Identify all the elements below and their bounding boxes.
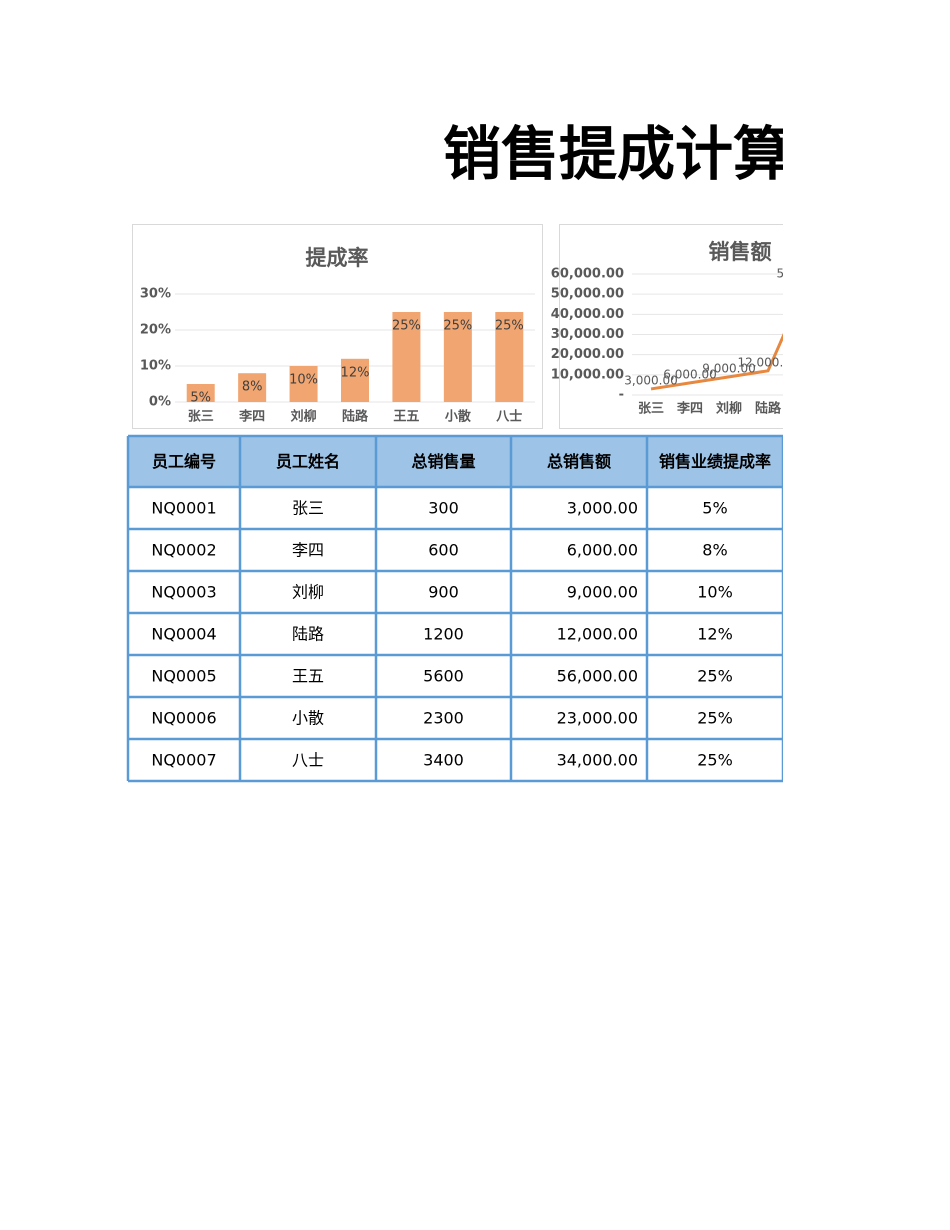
x-tick-label: 八士 <box>495 409 522 425</box>
table-cell: 5% <box>702 499 727 518</box>
table-cell: 25% <box>697 667 733 686</box>
data-label: 12,000.00 <box>737 355 783 369</box>
table-cell: 23,000.00 <box>557 709 638 728</box>
x-tick-label: 张三 <box>638 402 664 417</box>
table-cell: 34,000.00 <box>557 751 638 770</box>
table-header-bg <box>128 436 783 487</box>
table-cell: 八士 <box>292 751 324 770</box>
y-tick-label: 0% <box>149 395 171 410</box>
table-cell: 5600 <box>423 667 464 686</box>
bar <box>341 358 369 402</box>
data-label: 8% <box>242 380 263 395</box>
table-cell: 李四 <box>292 541 324 560</box>
table-cell: 900 <box>428 583 459 602</box>
y-tick-label: 40,000.00 <box>551 307 624 322</box>
table-cell: 3,000.00 <box>567 499 638 518</box>
table-cell: 12% <box>697 625 733 644</box>
table-cell: 刘柳 <box>292 583 324 602</box>
table-cell: 王五 <box>292 667 324 686</box>
data-label: 3,000.00 <box>624 373 677 387</box>
bar <box>289 366 318 402</box>
x-tick-label: 张三 <box>188 410 214 425</box>
table-cell: NQ0001 <box>151 499 216 518</box>
header-cell: 销售业绩提成率 <box>659 452 771 471</box>
table-cell: 3400 <box>423 751 464 770</box>
table-cell: NQ0005 <box>151 667 216 686</box>
y-tick-label: 60,000.00 <box>551 267 624 282</box>
page-title: 销售提成计算 <box>443 120 783 188</box>
y-tick-label: 30,000.00 <box>551 327 624 342</box>
table-cell: 25% <box>697 709 733 728</box>
data-label: 9,000.00 <box>702 361 755 375</box>
table-cell: 1200 <box>423 625 464 644</box>
table-cell: 25% <box>697 751 733 770</box>
x-tick-label: 刘柳 <box>291 409 317 425</box>
y-tick-label: 20% <box>140 323 171 338</box>
table-cell: NQ0003 <box>151 583 216 602</box>
table-cell: 陆路 <box>292 625 324 644</box>
table-cell: NQ0006 <box>151 709 216 728</box>
bar <box>238 373 267 402</box>
table-cell: 2300 <box>423 709 464 728</box>
table-cell: 9,000.00 <box>567 583 638 602</box>
data-label: 10% <box>289 373 318 388</box>
y-tick-label: 20,000.00 <box>551 347 624 362</box>
table-cell: 56,000.00 <box>557 667 638 686</box>
line <box>650 332 783 391</box>
data-label: 5% <box>190 391 211 406</box>
data-label: 56,000.00 <box>776 267 783 281</box>
y-tick-label: 10,000.00 <box>551 367 624 382</box>
table-cell: NQ0007 <box>151 751 216 770</box>
bar <box>443 312 472 402</box>
header-cell: 总销售额 <box>547 452 611 471</box>
header-cell: 员工编号 <box>152 452 216 471</box>
data-label: 25% <box>443 319 472 334</box>
x-tick-label: 刘柳 <box>716 401 742 417</box>
table-cell: 600 <box>428 541 459 560</box>
table-cell: 张三 <box>292 499 324 518</box>
x-tick-label: 陆路 <box>342 409 369 425</box>
table-cell: 12,000.00 <box>557 625 638 644</box>
table-cell: 300 <box>428 499 459 518</box>
table-cell: 10% <box>697 583 733 602</box>
data-label: 25% <box>495 319 524 334</box>
table-cell: NQ0004 <box>151 625 216 644</box>
table-cell: 小散 <box>292 709 324 728</box>
table-cell: NQ0002 <box>151 541 216 560</box>
y-tick-label: 50,000.00 <box>551 287 624 302</box>
table-cell: 8% <box>702 541 727 560</box>
x-tick-label: 李四 <box>238 409 265 425</box>
y-tick-label: 10% <box>140 359 171 374</box>
chart-title: 提成率 <box>306 246 369 270</box>
y-tick-label: 30% <box>140 287 171 302</box>
x-tick-label: 陆路 <box>755 401 782 417</box>
bar <box>392 312 421 402</box>
chart-title: 销售额 <box>709 240 772 264</box>
header-cell: 员工姓名 <box>276 452 340 471</box>
x-tick-label: 王五 <box>393 410 419 425</box>
table-cell: 6,000.00 <box>567 541 638 560</box>
header-cell: 总销售量 <box>411 452 475 471</box>
data-label: 6,000.00 <box>663 367 716 381</box>
sheet: 销售提成计算 提成率 0% 10% 20% 30% 张三 李四 刘柳 陆路 王五 小散 八士 5% 8% 1… <box>126 120 783 783</box>
bar <box>495 312 524 402</box>
y-tick-label: - <box>619 388 624 403</box>
data-label: 12% <box>341 365 370 380</box>
x-tick-label: 李四 <box>676 401 703 417</box>
x-tick-label: 小散 <box>445 409 472 425</box>
bar <box>186 384 215 402</box>
data-label: 25% <box>392 319 421 334</box>
